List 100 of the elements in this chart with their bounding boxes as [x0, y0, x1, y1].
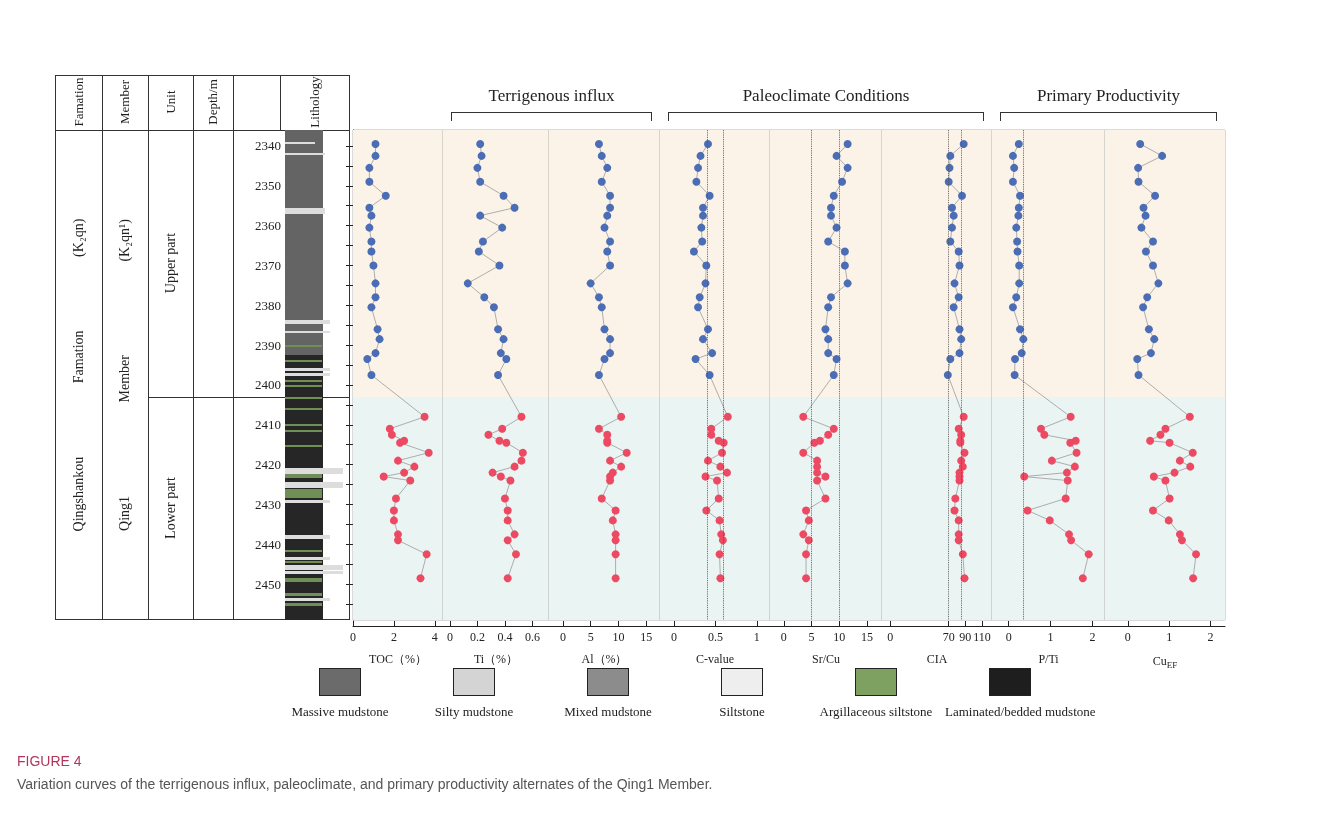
point	[1017, 349, 1026, 358]
point	[1008, 177, 1017, 186]
point	[840, 247, 849, 256]
point	[697, 223, 706, 232]
text: Terrigenous influx	[487, 86, 616, 106]
point	[617, 412, 626, 421]
point	[827, 293, 835, 302]
x-tick-label: 5	[587, 630, 594, 644]
x-tick-label: 0.4	[497, 630, 513, 644]
point	[821, 472, 830, 481]
x-axis-title: TOC（%）	[369, 652, 427, 666]
point	[394, 536, 402, 545]
point	[821, 494, 830, 503]
text: Lower part	[162, 477, 179, 540]
point	[716, 462, 725, 471]
point	[802, 574, 811, 583]
point	[954, 293, 963, 302]
point	[1066, 412, 1075, 421]
point	[1161, 424, 1170, 433]
point	[804, 536, 813, 545]
point	[1134, 163, 1143, 172]
point	[958, 191, 966, 200]
point	[1189, 574, 1198, 583]
point	[495, 436, 504, 445]
point	[611, 574, 620, 583]
point	[699, 335, 708, 344]
point	[960, 448, 969, 457]
point	[510, 530, 519, 539]
point	[611, 536, 620, 545]
point	[594, 139, 603, 148]
point	[494, 371, 503, 379]
point	[1150, 335, 1159, 344]
point	[502, 355, 511, 364]
category-label: Argillaceous siltstone	[818, 704, 934, 720]
point	[371, 349, 380, 358]
point	[715, 516, 724, 525]
point	[603, 247, 612, 256]
point	[813, 476, 822, 485]
point	[381, 191, 390, 200]
point	[958, 550, 967, 559]
point	[1165, 494, 1174, 503]
point	[1149, 237, 1157, 246]
point	[950, 279, 959, 288]
point	[406, 476, 415, 485]
point	[1151, 191, 1160, 200]
point	[713, 476, 722, 485]
point	[365, 203, 374, 212]
point	[1154, 279, 1163, 288]
x-tick-label: 15	[640, 630, 653, 644]
point	[600, 325, 609, 334]
point	[489, 303, 498, 312]
point	[696, 151, 705, 160]
point	[1149, 506, 1157, 515]
point	[1008, 151, 1017, 160]
point	[829, 191, 838, 200]
x-tick-label: 0	[559, 630, 566, 644]
point	[473, 163, 482, 172]
point	[517, 456, 526, 465]
point	[695, 293, 704, 302]
point	[718, 536, 727, 545]
point	[1158, 151, 1167, 160]
point	[606, 203, 615, 212]
y-tick-label: 2380	[255, 297, 281, 313]
x-axis-title: Sr/Cu	[811, 652, 841, 666]
point	[824, 349, 833, 358]
x-tick-label: 10	[612, 630, 625, 644]
text: Qingshankou Famation (K₂qn)	[70, 218, 87, 532]
point	[424, 448, 433, 457]
y-tick-label: 2400	[255, 377, 281, 393]
point	[707, 430, 716, 439]
point	[715, 550, 724, 559]
x-axis-title: P/Ti	[1038, 652, 1060, 666]
point	[824, 303, 833, 312]
point	[597, 303, 606, 312]
point	[387, 430, 396, 439]
x-tick-label: 0	[350, 630, 356, 644]
point	[371, 139, 380, 148]
y-tick-label: 2420	[255, 457, 281, 473]
point	[708, 349, 717, 358]
point	[499, 335, 508, 344]
point	[1134, 371, 1143, 379]
point	[1144, 325, 1153, 334]
point	[949, 303, 958, 312]
point	[410, 462, 419, 471]
x-tick-label: 0.6	[524, 630, 540, 644]
y-tick-label: 2450	[255, 576, 281, 592]
point	[723, 468, 731, 477]
point	[363, 355, 372, 364]
text: Member	[117, 79, 133, 125]
point	[694, 303, 703, 312]
y-tick-label: 2370	[255, 257, 281, 273]
point	[1066, 438, 1075, 447]
point	[1040, 430, 1049, 439]
point	[1013, 237, 1022, 246]
point	[1143, 293, 1152, 302]
point	[824, 237, 833, 246]
point	[689, 247, 698, 256]
text: Lithology	[307, 76, 323, 128]
point	[1084, 550, 1093, 559]
point	[832, 151, 841, 160]
